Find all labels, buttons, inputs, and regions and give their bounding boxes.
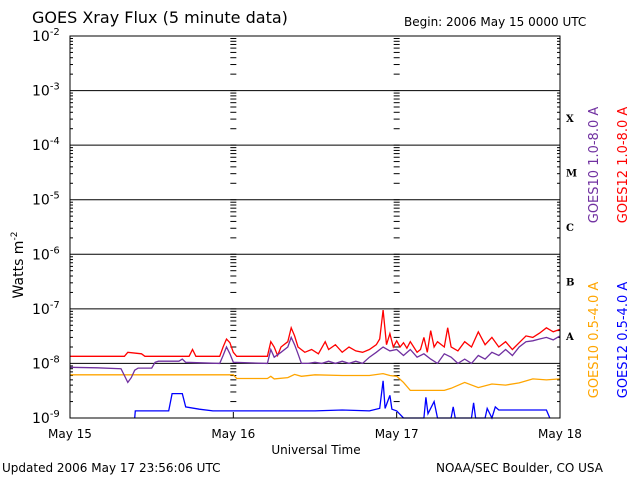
x-tick-label: May 16 bbox=[211, 427, 255, 441]
y-tick-label: 10-4 bbox=[32, 136, 60, 154]
x-tick-label: May 15 bbox=[48, 427, 92, 441]
chart-title: GOES Xray Flux (5 minute data) bbox=[32, 8, 288, 27]
series-line-goes12-0-5-4-0-a bbox=[134, 380, 551, 420]
legend-goes12-long: GOES12 1.0-8.0 A bbox=[616, 107, 631, 224]
day-tick-marks bbox=[70, 37, 560, 419]
y-tick-label: 10-9 bbox=[32, 409, 60, 427]
y-tick-label: 10-6 bbox=[32, 245, 60, 263]
decade-grid bbox=[70, 90, 560, 364]
y-tick-label: 10-8 bbox=[32, 354, 60, 372]
y-tick-label: 10-3 bbox=[32, 82, 60, 100]
flare-class-M: M bbox=[566, 168, 577, 179]
flare-class-B: B bbox=[566, 278, 574, 289]
legend-goes10-long: GOES10 1.0-8.0 A bbox=[587, 107, 602, 224]
legend: GOES10 1.0-8.0 A GOES12 1.0-8.0 A GOES10 0… bbox=[587, 107, 631, 399]
legend-goes10-short: GOES10 0.5-4.0 A bbox=[587, 282, 602, 399]
y-tick-label: 10-2 bbox=[32, 27, 60, 45]
plot-frame bbox=[69, 35, 561, 419]
legend-goes12-short: GOES12 0.5-4.0 A bbox=[616, 282, 631, 399]
y-axis-label: Watts m-2 bbox=[10, 232, 27, 299]
x-axis-labels: May 15 May 16 May 17 May 18 bbox=[48, 412, 582, 441]
flare-class-X: X bbox=[566, 114, 574, 125]
updated-timestamp: Updated 2006 May 17 23:56:06 UTC bbox=[2, 461, 221, 475]
series-line-goes10-1-0-8-0-a bbox=[69, 335, 561, 384]
y-axis-labels: 10-2 10-3 10-4 10-5 10-6 10-7 10-8 10-9 bbox=[32, 27, 60, 427]
series-lines bbox=[69, 310, 561, 420]
flare-class-labels: X M C B A bbox=[565, 114, 577, 343]
flare-class-A: A bbox=[565, 332, 574, 343]
x-axis-label: Universal Time bbox=[271, 443, 360, 457]
y-tick-label: 10-7 bbox=[32, 300, 60, 318]
x-tick-label: May 18 bbox=[538, 427, 582, 441]
series-line-goes10-0-5-4-0-a bbox=[70, 372, 561, 392]
series-line-goes12-1-0-8-0-a bbox=[70, 310, 561, 358]
begin-timestamp: Begin: 2006 May 15 0000 UTC bbox=[404, 15, 587, 29]
x-tick-label: May 17 bbox=[375, 427, 419, 441]
flare-class-C: C bbox=[566, 223, 574, 234]
source-credit: NOAA/SEC Boulder, CO USA bbox=[436, 461, 603, 475]
y-tick-label: 10-5 bbox=[32, 191, 60, 209]
